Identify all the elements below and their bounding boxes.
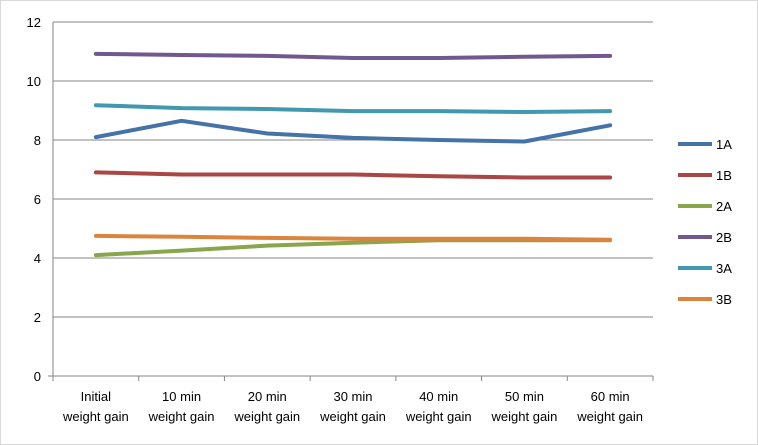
x-tick-label: weight gain — [62, 409, 129, 424]
series-line-2b — [93, 51, 613, 60]
legend-label: 3B — [716, 292, 732, 307]
gridlines — [53, 21, 653, 318]
x-tick-label: weight gain — [319, 409, 386, 424]
x-tick-label: 40 min — [419, 389, 458, 404]
y-tick-label: 8 — [34, 133, 41, 148]
x-tick-label: 60 min — [591, 389, 630, 404]
x-tick-label: weight gain — [405, 409, 472, 424]
series-line-3a — [93, 103, 613, 114]
x-tick-label: 50 min — [505, 389, 544, 404]
y-tick-labels: 0 2 4 6 8 10 12 — [27, 15, 41, 384]
x-tick-labels: Initial weight gain 10 min weight gain 20 mi… — [62, 389, 643, 424]
x-tick-label: Initial — [81, 389, 111, 404]
y-tick-label: 12 — [27, 15, 41, 30]
x-tick-label: weight gain — [233, 409, 300, 424]
series-lines — [93, 51, 613, 258]
series-line-1a — [93, 118, 613, 144]
y-tick-label: 2 — [34, 310, 41, 325]
legend-label: 2B — [716, 230, 732, 245]
legend-label: 2A — [716, 199, 732, 214]
legend-label: 3A — [716, 261, 732, 276]
x-tick-label: 30 min — [333, 389, 372, 404]
x-tick-label: weight gain — [148, 409, 215, 424]
x-tick-label: 10 min — [162, 389, 201, 404]
y-tick-label: 6 — [34, 192, 41, 207]
y-tick-label: 4 — [34, 251, 41, 266]
x-tick-label: 20 min — [248, 389, 287, 404]
x-tick-label: weight gain — [491, 409, 558, 424]
axes — [48, 22, 654, 381]
legend-label: 1B — [716, 168, 732, 183]
series-line-2a — [93, 238, 613, 258]
legend: 1A 1B 2A 2B 3A 3B — [678, 137, 732, 307]
x-tick-label: weight gain — [576, 409, 643, 424]
y-tick-label: 10 — [27, 74, 41, 89]
legend-label: 1A — [716, 137, 732, 152]
y-tick-label: 0 — [34, 369, 41, 384]
series-line-3b — [93, 233, 613, 242]
series-line-1b — [93, 170, 613, 180]
